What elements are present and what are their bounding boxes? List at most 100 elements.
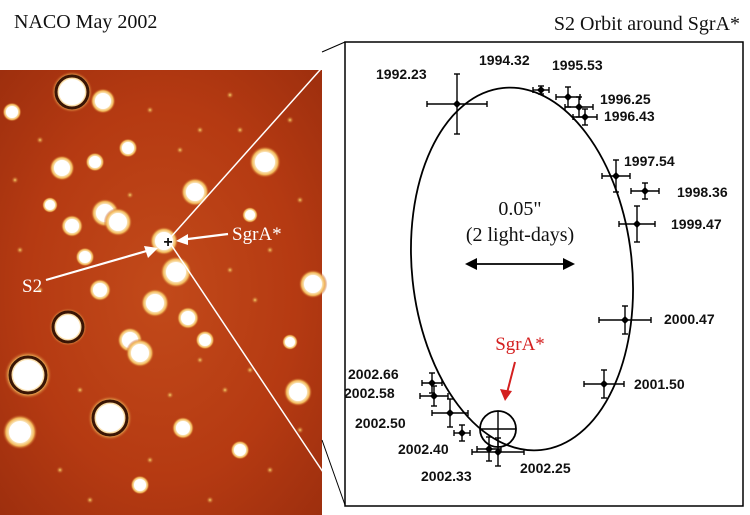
star [122, 142, 134, 154]
faint-star [16, 246, 24, 254]
orbit-point-2000-47: 2000.47 [598, 305, 715, 335]
faint-star [206, 496, 214, 504]
epoch-label: 1996.25 [600, 91, 651, 107]
orbit-point-1996-43: 1996.43 [572, 108, 655, 126]
star [304, 275, 322, 293]
orbit-point-1995-53: 1995.53 [552, 57, 603, 108]
point-marker [494, 448, 502, 456]
faint-star [266, 466, 274, 474]
faint-star [86, 496, 94, 504]
point-marker [537, 86, 545, 94]
faint-star [146, 106, 154, 114]
epoch-label: 2002.66 [348, 366, 399, 382]
star [56, 315, 80, 339]
star [95, 93, 111, 109]
star [134, 479, 146, 491]
star [181, 311, 195, 325]
epoch-label: 1997.54 [624, 153, 675, 169]
epoch-label: 2002.50 [355, 415, 406, 431]
star [9, 421, 31, 443]
star [45, 200, 55, 210]
star [255, 152, 275, 172]
faint-star [226, 91, 234, 99]
right-header: S2 Orbit around SgrA* [554, 13, 740, 35]
point-marker [430, 392, 438, 400]
epoch-label: 1992.23 [376, 66, 427, 82]
orbit-point-2002-25: 2002.25 [471, 437, 571, 476]
orbit-point-2002-40: 2002.40 [398, 424, 471, 457]
point-marker [581, 113, 589, 121]
star [54, 160, 70, 176]
point-marker [600, 380, 608, 388]
star [93, 283, 107, 297]
faint-star [176, 146, 184, 154]
epoch-label: 1996.43 [604, 108, 655, 124]
point-marker [575, 103, 583, 111]
star [289, 383, 307, 401]
sgra-red-arrowhead [500, 389, 512, 401]
orbit-point-1992-23: 1992.23 [376, 66, 488, 135]
faint-star [236, 126, 244, 134]
star [109, 213, 127, 231]
star-ring [8, 355, 48, 395]
point-marker [633, 220, 641, 228]
faint-star [36, 286, 44, 294]
faint-star [146, 456, 154, 464]
sgra-red-arrow-line [506, 361, 516, 394]
faint-star [221, 386, 229, 394]
star [89, 156, 101, 168]
faint-star [126, 191, 134, 199]
star-ring [54, 74, 90, 110]
orbit-point-1994-32: 1994.32 [479, 52, 550, 95]
star [131, 344, 149, 362]
epoch-label: 1995.53 [552, 57, 603, 73]
star [65, 219, 79, 233]
zoom-line-bottom [169, 242, 346, 506]
point-marker [453, 100, 461, 108]
star-field [2, 71, 328, 495]
orbit-point-1996-25: 1996.25 [564, 91, 651, 118]
orbit-frame [344, 41, 744, 507]
orbit-point-1999-47: 1999.47 [618, 205, 722, 243]
sgra-center-marker: + [163, 234, 172, 251]
faint-star-field [11, 91, 304, 504]
scale-note: (2 light-days) [466, 224, 574, 246]
epoch-label: 2002.58 [344, 385, 395, 401]
point-marker [446, 409, 454, 417]
point-marker [458, 429, 466, 437]
star [155, 232, 173, 250]
orbit-ellipse [410, 86, 634, 452]
faint-star [196, 126, 204, 134]
left-header: NACO May 2002 [14, 11, 157, 33]
star [186, 183, 204, 201]
orbit-point-2002-58: 2002.58 [344, 385, 449, 407]
sgra-label-orbit: SgrA* [495, 334, 545, 355]
epoch-label: 2002.40 [398, 441, 449, 457]
faint-star [56, 466, 64, 474]
zoom-line-bottom-edge [321, 439, 346, 506]
faint-star [11, 176, 19, 184]
point-marker [485, 445, 493, 453]
faint-star [251, 296, 259, 304]
orbit-point-2002-66: 2002.66 [348, 366, 443, 394]
s2-arrowhead [144, 246, 158, 258]
zoom-line-top-edge [321, 41, 346, 53]
star-ring [51, 310, 85, 344]
orbit-panel: 0.05" (2 light-days) SgrA* 1992.23 1994.3… [344, 41, 744, 507]
s2-label: S2 [22, 276, 42, 297]
scale-arrow [465, 258, 575, 270]
star [176, 421, 190, 435]
star [6, 106, 18, 118]
faint-star [266, 246, 274, 254]
sgra-label-image: SgrA* [232, 224, 282, 245]
naco-image-panel [0, 70, 328, 515]
faint-star [296, 426, 304, 434]
faint-star [226, 266, 234, 274]
star [96, 404, 124, 432]
star [146, 294, 164, 312]
star [245, 210, 255, 220]
s2-arrow-line [45, 248, 151, 282]
star [13, 360, 43, 390]
orbit-point-2002-33: 2002.33 [421, 436, 502, 484]
